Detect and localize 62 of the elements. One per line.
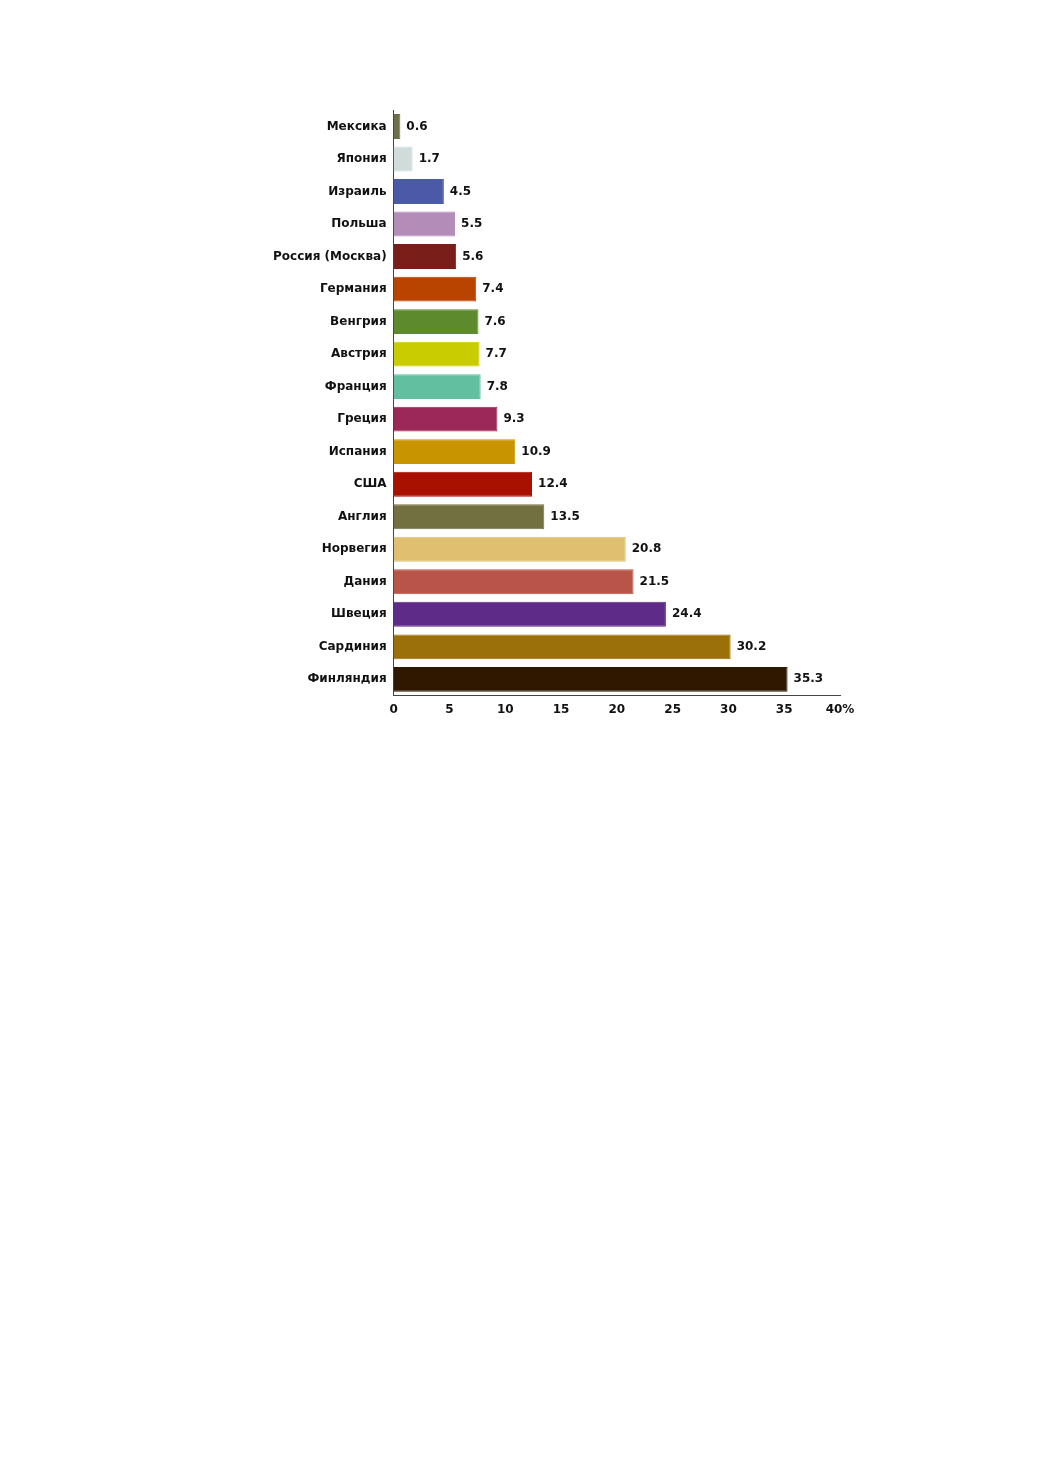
- bar: [393, 276, 477, 302]
- bar: [393, 439, 516, 465]
- y-tick-label: Россия (Москва): [272, 248, 387, 263]
- data-label: 0.6: [406, 118, 428, 133]
- bar: [393, 634, 731, 660]
- bar: [393, 309, 479, 335]
- data-label: 5.6: [462, 248, 484, 263]
- data-label: 7.6: [484, 313, 506, 328]
- bar: [393, 504, 545, 530]
- y-tick-label: Япония: [336, 151, 387, 166]
- y-tick-label: Англия: [337, 508, 387, 523]
- data-label: 7.8: [486, 378, 508, 393]
- bar: [393, 244, 457, 269]
- y-tick-label: США: [353, 476, 388, 491]
- x-tick-label: 20: [608, 701, 626, 716]
- data-label: 21.5: [639, 573, 670, 588]
- bar: [393, 211, 456, 237]
- bar: [393, 179, 444, 204]
- bar: [393, 601, 666, 627]
- data-label: 35.3: [793, 671, 824, 686]
- data-label: 7.7: [485, 346, 507, 361]
- y-tick-label: Мексика: [326, 118, 387, 133]
- data-label: 30.2: [736, 638, 767, 653]
- bar: [393, 374, 481, 400]
- x-tick-label: 15: [552, 701, 570, 716]
- x-tick-label: 10: [496, 701, 514, 716]
- bar: [393, 666, 788, 692]
- data-label: 12.4: [538, 476, 568, 491]
- x-tick-label: 35: [775, 701, 793, 716]
- data-label: 4.5: [449, 183, 472, 198]
- y-tick-label: Израиль: [328, 183, 388, 198]
- data-label: 5.5: [461, 216, 483, 231]
- x-tick-label: 0: [389, 701, 398, 716]
- bar: [393, 146, 413, 172]
- data-label: 24.4: [671, 606, 702, 621]
- y-tick-label: Германия: [319, 281, 387, 296]
- y-tick-label: Греция: [337, 411, 387, 426]
- data-label: 20.8: [631, 541, 662, 556]
- y-tick-label: Норвегия: [321, 541, 387, 556]
- x-tick-label: 5: [445, 701, 454, 716]
- x-tick-label: 30: [720, 701, 737, 716]
- y-tick-label: Австрия: [331, 346, 387, 361]
- y-tick-label: Финляндия: [307, 671, 387, 686]
- y-tick-label: Испания: [328, 443, 387, 458]
- y-tick-label: Польша: [331, 216, 387, 231]
- y-tick-label: Сардиния: [318, 638, 387, 653]
- x-tick-label: 25: [664, 701, 681, 716]
- x-tick-label: 40%: [825, 701, 855, 716]
- data-label: 1.7: [418, 151, 440, 166]
- bar: [393, 471, 533, 497]
- data-label: 9.3: [503, 411, 525, 426]
- bar: [393, 536, 626, 562]
- y-tick-label: Швеция: [331, 606, 387, 621]
- y-tick-label: Франция: [324, 378, 387, 393]
- bar: [393, 406, 498, 432]
- data-label: 7.4: [482, 281, 504, 296]
- data-label: 10.9: [521, 443, 551, 458]
- bar: [393, 341, 480, 367]
- data-label: 13.5: [550, 508, 580, 523]
- bar: [393, 569, 634, 595]
- y-tick-label: Дания: [343, 573, 387, 588]
- y-tick-label: Венгрия: [330, 313, 387, 328]
